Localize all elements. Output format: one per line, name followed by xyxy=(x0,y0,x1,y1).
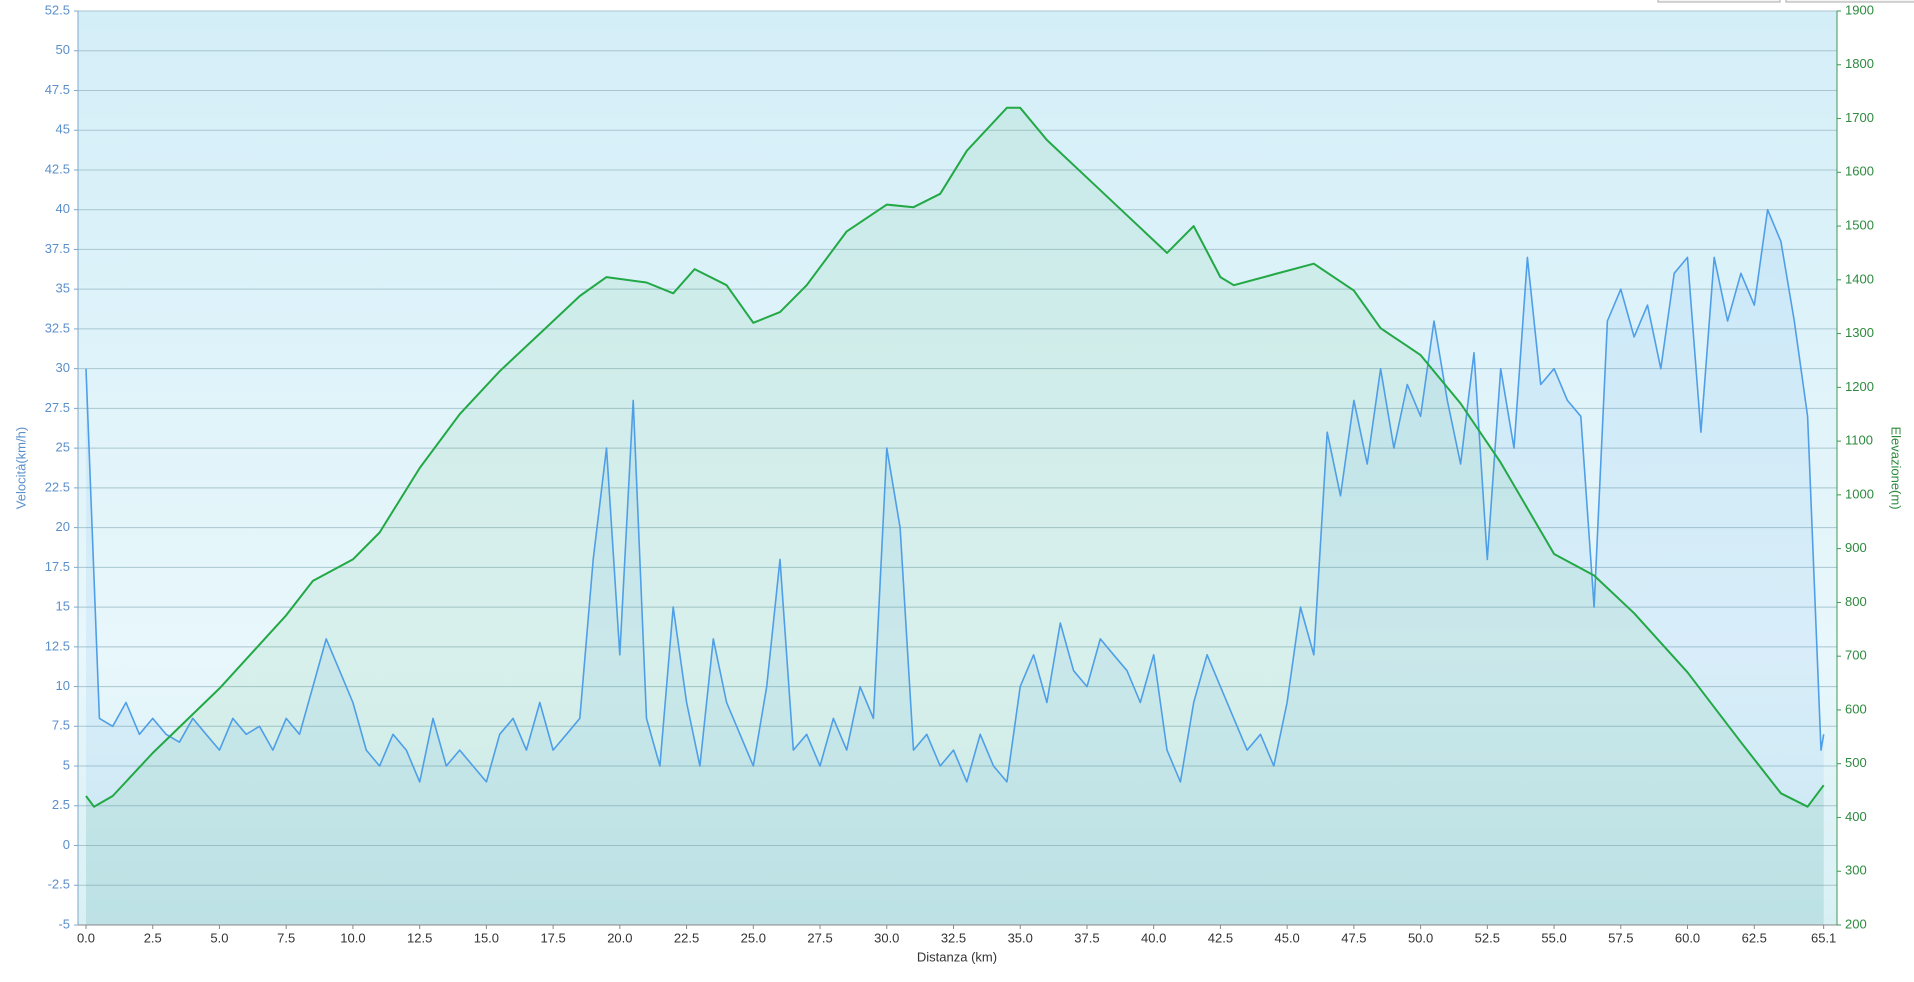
x-tick-label: 22.5 xyxy=(674,930,699,945)
y-tick-label: 17.5 xyxy=(45,559,70,574)
x-tick-label: 47.5 xyxy=(1341,930,1366,945)
grid xyxy=(78,10,1837,926)
x-tick-label: 30.0 xyxy=(874,930,899,945)
y-tick-label: 5 xyxy=(63,757,70,772)
y2-tick-label: 1500 xyxy=(1845,217,1874,232)
x-tick-label: 40.0 xyxy=(1141,930,1166,945)
y2-tick-label: 1400 xyxy=(1845,271,1874,286)
y-tick-label: 7.5 xyxy=(52,718,70,733)
line xyxy=(85,208,1825,783)
y-tick-label: -5 xyxy=(58,916,70,931)
y-tick-label: 45 xyxy=(56,122,70,137)
y-tick-label: 37.5 xyxy=(45,241,70,256)
line xyxy=(85,106,1825,808)
y-tick-label: 15 xyxy=(56,599,70,614)
x-tick-label: 50.0 xyxy=(1408,930,1433,945)
area xyxy=(86,107,1824,926)
y-tick-label: 42.5 xyxy=(45,161,70,176)
x-tick-label: 32.5 xyxy=(941,930,966,945)
y2-tick-label: 900 xyxy=(1845,540,1867,555)
y2-tick-label: 1200 xyxy=(1845,379,1874,394)
x-tick-label: 45.0 xyxy=(1274,930,1299,945)
y2-tick-label: 600 xyxy=(1845,701,1867,716)
y2-tick-label: 200 xyxy=(1845,916,1867,931)
y2-tick-label: 800 xyxy=(1845,594,1867,609)
x-tick-label: 37.5 xyxy=(1074,930,1099,945)
x-tick-label: 0.0 xyxy=(77,930,95,945)
y-axis-label: Velocità(km/h) xyxy=(13,427,28,509)
y-tick-label: 47.5 xyxy=(45,82,70,97)
x-tick-label: 15.0 xyxy=(474,930,499,945)
y-tick-label: 20 xyxy=(56,519,70,534)
x-tick-label: 42.5 xyxy=(1208,930,1233,945)
y-tick-label: 12.5 xyxy=(45,638,70,653)
x-tick-label: 55.0 xyxy=(1541,930,1566,945)
x-tick-label: 25.0 xyxy=(741,930,766,945)
y2-tick-label: 1300 xyxy=(1845,325,1874,340)
x-tick-label: 60.0 xyxy=(1675,930,1700,945)
y-tick-label: 35 xyxy=(56,281,70,296)
y-tick-label: 50 xyxy=(56,42,70,57)
x-tick-label: 20.0 xyxy=(607,930,632,945)
x-tick-label: 52.5 xyxy=(1475,930,1500,945)
x-tick-label: 35.0 xyxy=(1008,930,1033,945)
x-tick-label: 7.5 xyxy=(277,930,295,945)
y-tick-label: 52.5 xyxy=(45,2,70,17)
y2-tick-label: 1000 xyxy=(1845,486,1874,501)
x-tick-label: 17.5 xyxy=(540,930,565,945)
y2-tick-label: 300 xyxy=(1845,863,1867,878)
plot-area xyxy=(78,11,1837,925)
y-tick-label: 2.5 xyxy=(52,797,70,812)
y-tick-label: 0 xyxy=(63,837,70,852)
y2-tick-label: 500 xyxy=(1845,755,1867,770)
lines xyxy=(85,106,1825,808)
x-tick-label: 2.5 xyxy=(144,930,162,945)
areas xyxy=(86,107,1824,926)
x-tick-label: 27.5 xyxy=(807,930,832,945)
y-tick-label: 10 xyxy=(56,678,70,693)
y-tick-label: -2.5 xyxy=(48,877,70,892)
y-tick-label: 27.5 xyxy=(45,400,70,415)
area xyxy=(86,209,1824,925)
y2-tick-label: 400 xyxy=(1845,809,1867,824)
y-tick-label: 30 xyxy=(56,360,70,375)
y-tick-label: 32.5 xyxy=(45,320,70,335)
x-tick-label: 62.5 xyxy=(1742,930,1767,945)
toolbar-button[interactable] xyxy=(1785,0,1914,3)
y2-tick-label: 700 xyxy=(1845,648,1867,663)
y2-tick-label: 1600 xyxy=(1845,164,1874,179)
x-tick-label: 57.5 xyxy=(1608,930,1633,945)
y2-tick-label: 1900 xyxy=(1845,2,1874,17)
x-tick-label: 5.0 xyxy=(210,930,228,945)
x-tick-label: 12.5 xyxy=(407,930,432,945)
x-tick-label: 65.1 xyxy=(1811,930,1836,945)
x-axis-label: Distanza (km) xyxy=(917,949,997,964)
y2-axis-label: Elevazione(m) xyxy=(1889,426,1904,509)
y-tick-label: 40 xyxy=(56,201,70,216)
y2-tick-label: 1700 xyxy=(1845,110,1874,125)
y2-tick-label: 1800 xyxy=(1845,56,1874,71)
y-tick-label: 22.5 xyxy=(45,479,70,494)
y-tick-label: 25 xyxy=(56,440,70,455)
y2-tick-label: 1100 xyxy=(1845,433,1873,448)
toolbar-button[interactable] xyxy=(1657,0,1781,3)
x-tick-label: 10.0 xyxy=(340,930,365,945)
